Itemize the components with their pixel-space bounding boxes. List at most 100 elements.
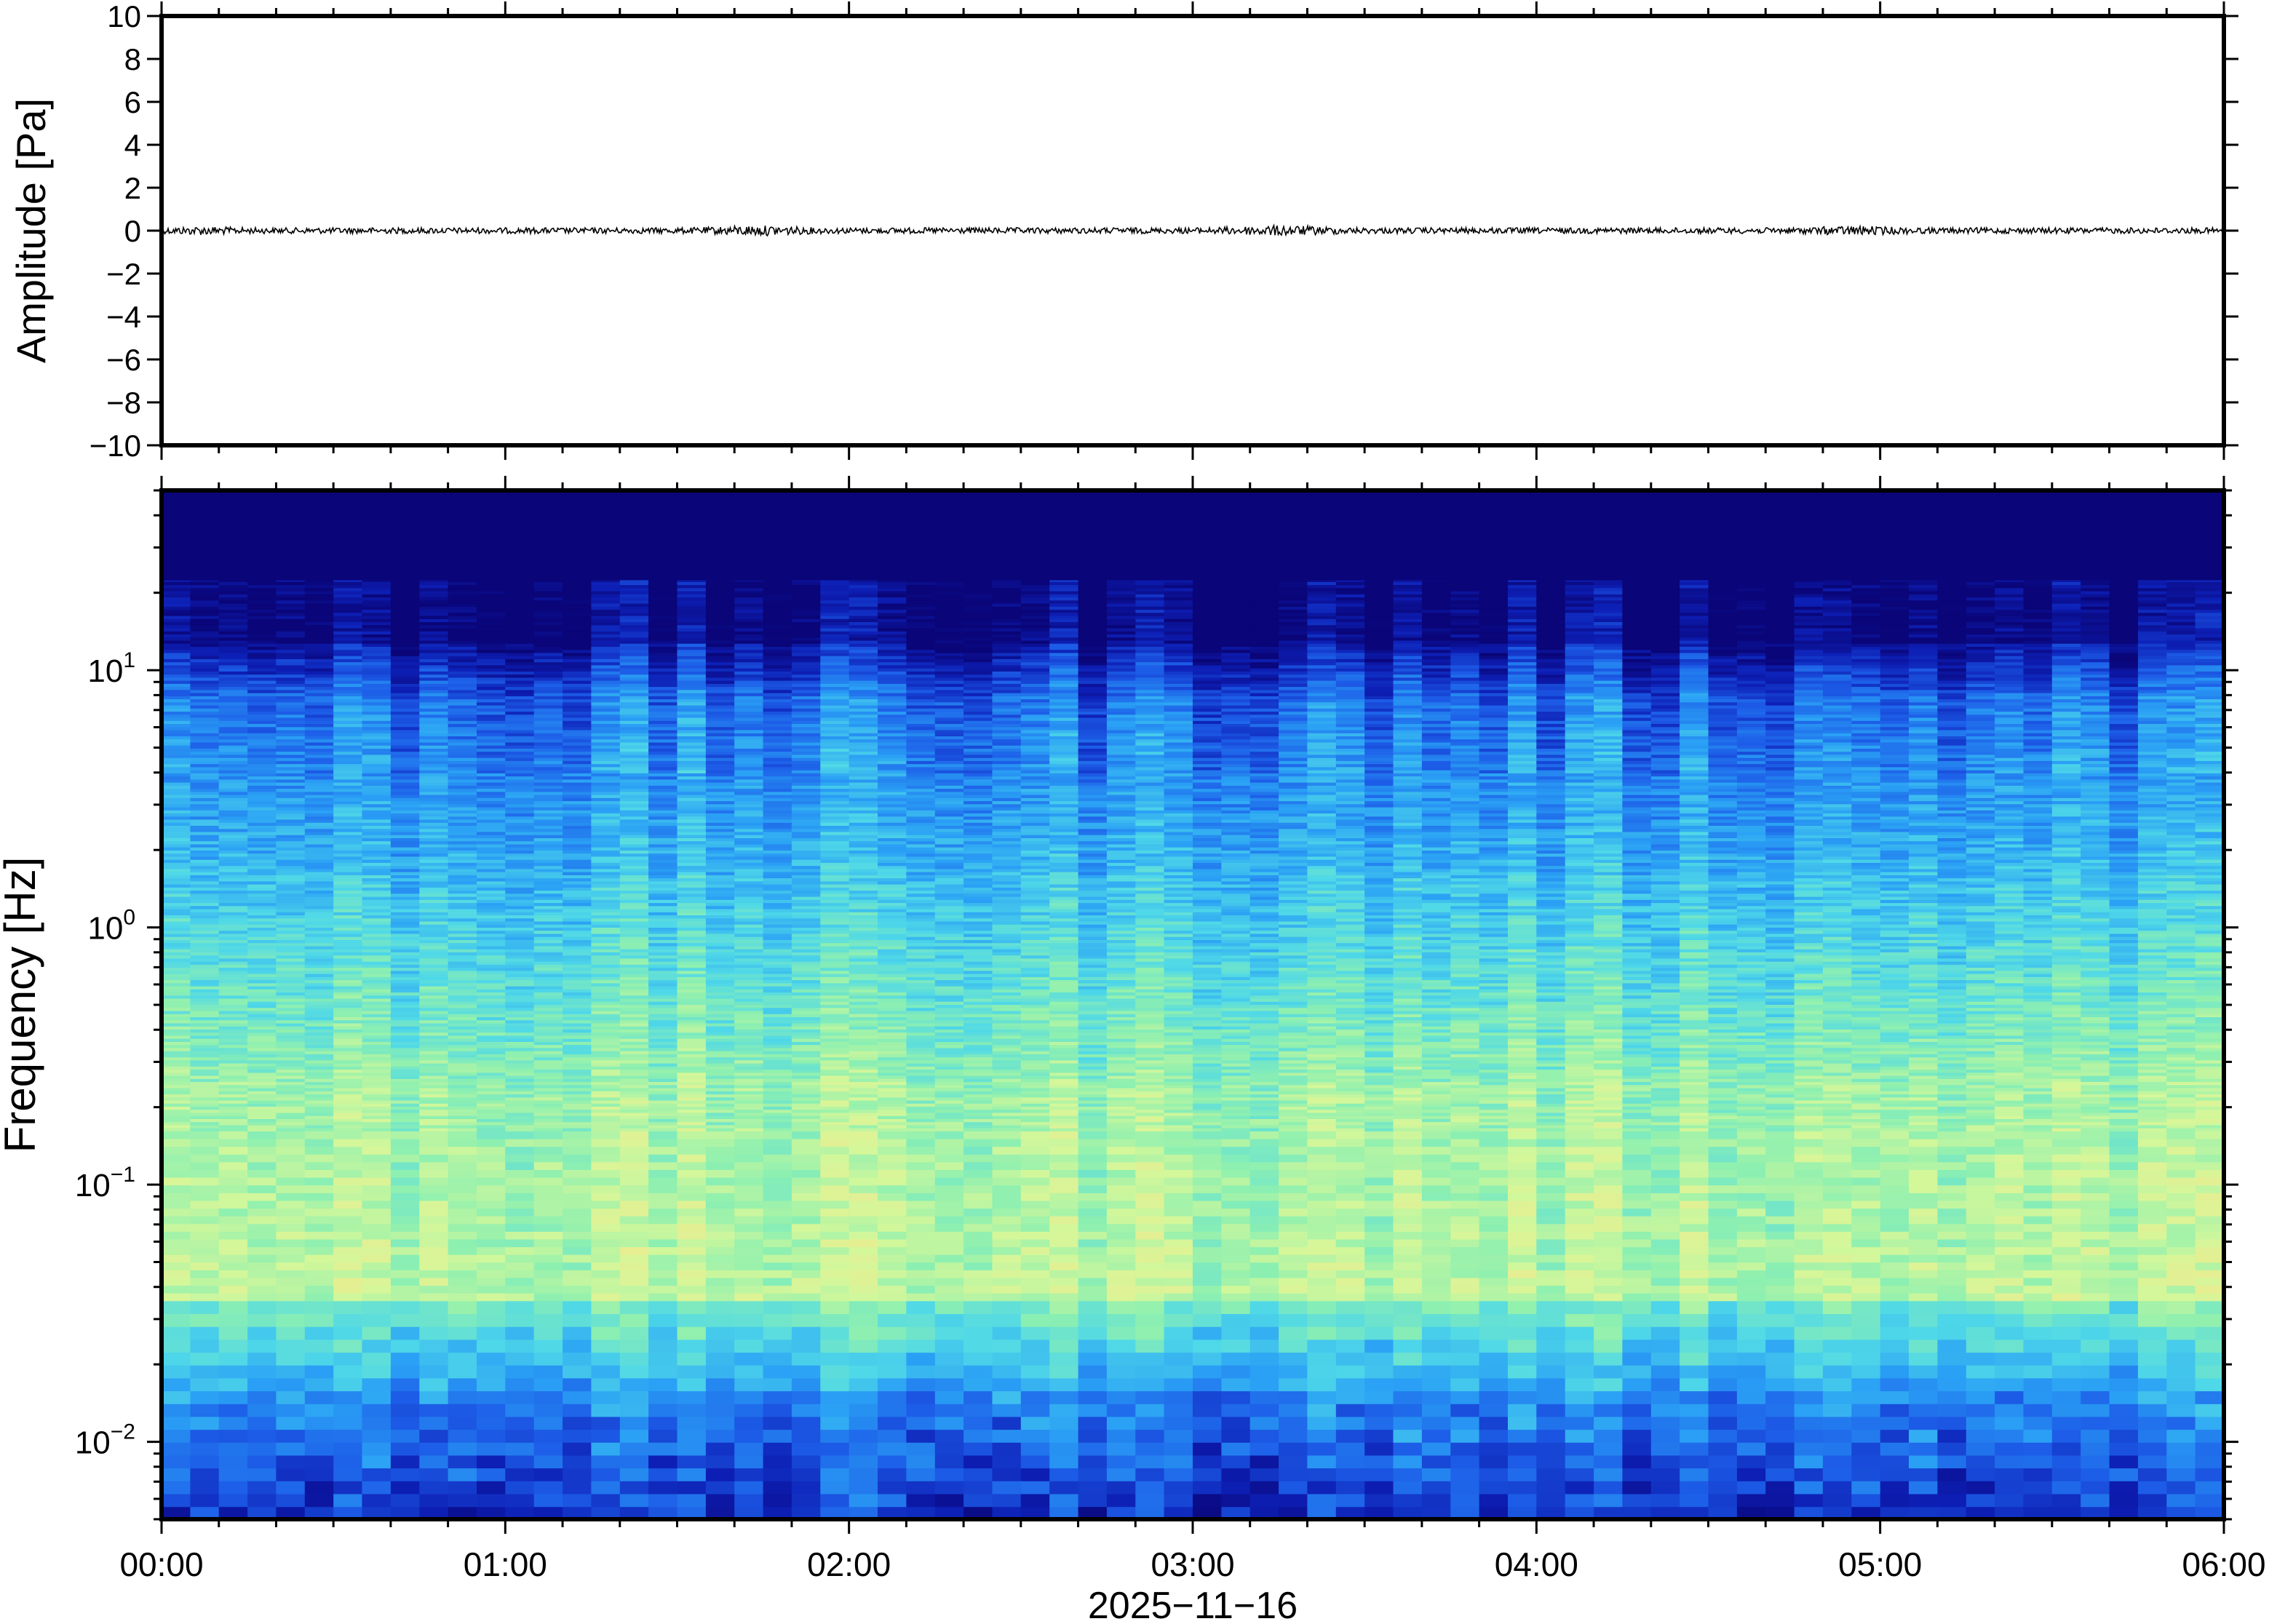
spectrogram-cell	[390, 594, 421, 598]
spectrogram-cell	[648, 1035, 678, 1039]
spectrogram-cell	[563, 1146, 592, 1155]
spectrogram-cell	[247, 797, 277, 802]
spectrogram-cell	[791, 1193, 822, 1201]
spectrogram-cell	[247, 902, 277, 907]
spectrogram-cell	[619, 939, 649, 944]
spectrogram-cell	[247, 612, 277, 616]
spectrogram-cell	[705, 843, 736, 848]
spectrogram-cell	[533, 773, 563, 777]
spectrogram-cell	[276, 942, 306, 947]
spectrogram-cell	[619, 729, 649, 733]
spectrogram-cell	[563, 1339, 592, 1353]
spectrogram-cell	[448, 602, 477, 607]
spectrogram-cell	[419, 704, 449, 709]
spectrogram-cell	[390, 822, 421, 826]
spectrogram-cell	[591, 664, 621, 669]
spectrogram-cell	[419, 958, 449, 962]
spectrogram-cell	[362, 704, 392, 709]
spectrogram-cell	[648, 970, 678, 974]
spectrogram-cell	[247, 837, 277, 842]
spectrogram-cell	[390, 606, 421, 610]
spectrogram-cell	[619, 973, 649, 977]
spectrogram-cell	[619, 1506, 649, 1519]
spectrogram-cell	[705, 1292, 736, 1302]
spectrogram-cell	[563, 899, 592, 904]
spectrogram-cell	[247, 658, 277, 663]
spectrogram-cell	[390, 1493, 421, 1508]
spectrogram-cell	[419, 985, 449, 990]
spectrogram-cell	[533, 1454, 563, 1469]
spectrogram-cell	[619, 1035, 649, 1039]
spectrogram-cell	[276, 658, 306, 663]
spectrogram-cell	[477, 813, 506, 817]
spectrogram-cell	[419, 1019, 449, 1024]
spectrogram-cell	[563, 1078, 592, 1083]
spectrogram-cell	[763, 615, 792, 619]
spectrogram-cell	[390, 779, 421, 783]
spectrogram-cell	[619, 631, 649, 634]
spectrogram-cell	[390, 853, 421, 857]
spectrogram-cell	[276, 1246, 306, 1255]
spectrogram-cell	[648, 729, 678, 733]
spectrogram-cell	[705, 893, 736, 897]
spectrogram-cell	[448, 741, 477, 746]
spectrogram-cell	[390, 1109, 421, 1113]
spectrogram-cell	[533, 1416, 563, 1430]
spectrogram-cell	[533, 658, 563, 663]
spectrogram-cell	[218, 587, 248, 592]
spectrogram-cell	[390, 726, 421, 731]
spectrogram-cell	[333, 773, 363, 777]
spectrogram-cell	[763, 1468, 792, 1481]
spectrogram-cell	[619, 933, 649, 937]
spectrogram-cell	[533, 850, 563, 854]
spectrogram-cell	[734, 1007, 764, 1011]
spectrogram-cell	[390, 837, 421, 842]
spectrogram-cell	[705, 618, 736, 622]
spectrogram-cell	[247, 1014, 277, 1017]
spectrogram-cell	[677, 837, 707, 842]
spectrogram-cell	[477, 918, 506, 922]
spectrogram-cell	[419, 594, 449, 598]
spectrogram-cell	[190, 714, 220, 718]
spectrogram-cell	[190, 1094, 220, 1098]
spectrogram-cell	[533, 726, 563, 731]
spectrogram-cell	[734, 1075, 764, 1079]
spectrogram-cell	[763, 1078, 792, 1083]
spectrogram-cell	[390, 615, 421, 619]
spectrogram-cell	[333, 1069, 363, 1073]
spectrogram-cell	[763, 1262, 792, 1270]
spectrogram-cell	[448, 612, 477, 616]
spectrogram-cell	[390, 1177, 421, 1186]
spectrogram-cell	[333, 1014, 363, 1017]
spectrogram-cell	[677, 1339, 707, 1353]
spectrogram-cell	[419, 1416, 449, 1430]
spectrogram-cell	[477, 1022, 506, 1027]
spectrogram-cell	[390, 887, 421, 891]
spectrogram-cell	[218, 1081, 248, 1086]
spectrogram-cell	[162, 680, 191, 684]
spectrogram-cell	[362, 1454, 392, 1469]
spectrogram-cell	[333, 1041, 363, 1046]
spectrogram-cell	[591, 1326, 621, 1340]
spectrogram-cell	[648, 1177, 678, 1186]
spectrogram-cell	[304, 835, 334, 838]
spectrogram-cell	[505, 976, 535, 981]
spectrogram-cell	[505, 816, 535, 820]
spectrogram-cell	[304, 769, 334, 773]
spectrogram-cell	[648, 1016, 678, 1021]
spectrogram-cell	[390, 1059, 421, 1064]
spectrogram-cell	[419, 1161, 449, 1170]
spectrogram-cell	[304, 887, 334, 891]
spectrogram-cell	[390, 989, 421, 993]
spectrogram-cell	[162, 1078, 191, 1083]
spectrogram-cell	[763, 998, 792, 1002]
spectrogram-cell	[705, 847, 736, 851]
spectrogram-cell	[448, 958, 477, 962]
spectrogram-cell	[677, 831, 707, 835]
spectrogram-cell	[477, 1056, 506, 1061]
spectrogram-cell	[533, 1131, 563, 1139]
spectrogram-cell	[591, 701, 621, 706]
spectrogram-cell	[591, 584, 621, 589]
spectrogram-cell	[333, 915, 363, 919]
spectrogram-cell	[563, 1081, 592, 1086]
